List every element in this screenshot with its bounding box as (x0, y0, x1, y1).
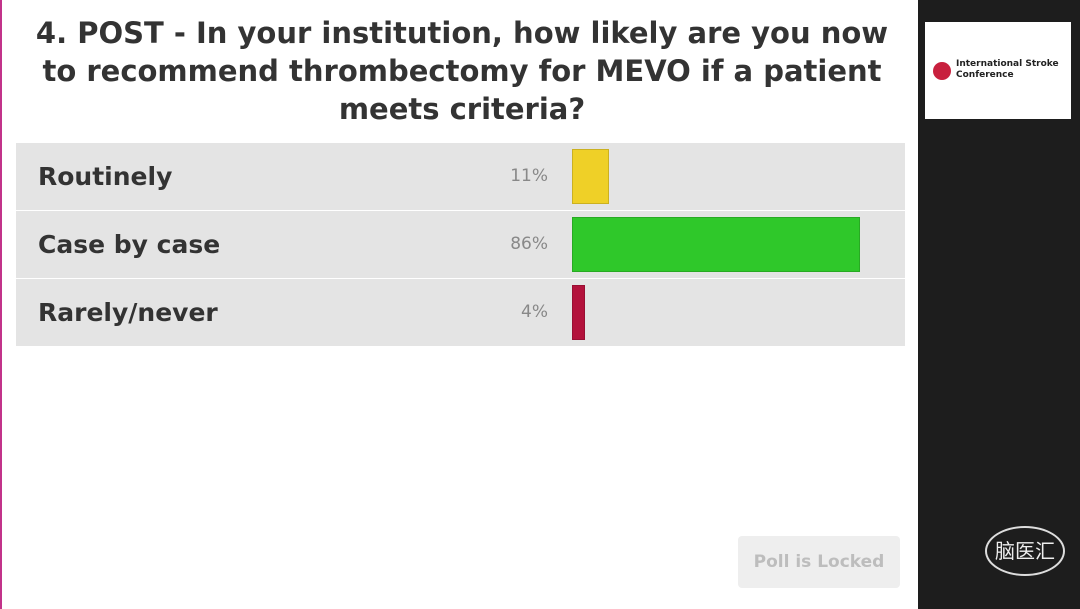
option-row: Routinely 11% (16, 143, 905, 210)
bar (572, 217, 861, 272)
conference-logo: International Stroke Conference (925, 22, 1071, 119)
option-label: Routinely (38, 162, 173, 191)
poll-panel: 4. POST - In your institution, how likel… (0, 0, 918, 609)
watermark: 脑医汇 (985, 526, 1065, 576)
logo-icon (933, 62, 951, 80)
poll-locked-button[interactable]: Poll is Locked (738, 536, 900, 588)
option-row: Case by case 86% (16, 211, 905, 278)
bar (572, 285, 586, 340)
question-title: 4. POST - In your institution, how likel… (35, 16, 889, 126)
option-row: Rarely/never 4% (16, 279, 905, 346)
option-label: Rarely/never (38, 298, 218, 327)
option-label: Case by case (38, 230, 221, 259)
percent-label: 11% (510, 166, 548, 186)
logo-text: International Stroke Conference (956, 59, 1059, 80)
percent-label: 4% (521, 302, 548, 322)
percent-label: 86% (510, 234, 548, 254)
bar (572, 149, 609, 204)
